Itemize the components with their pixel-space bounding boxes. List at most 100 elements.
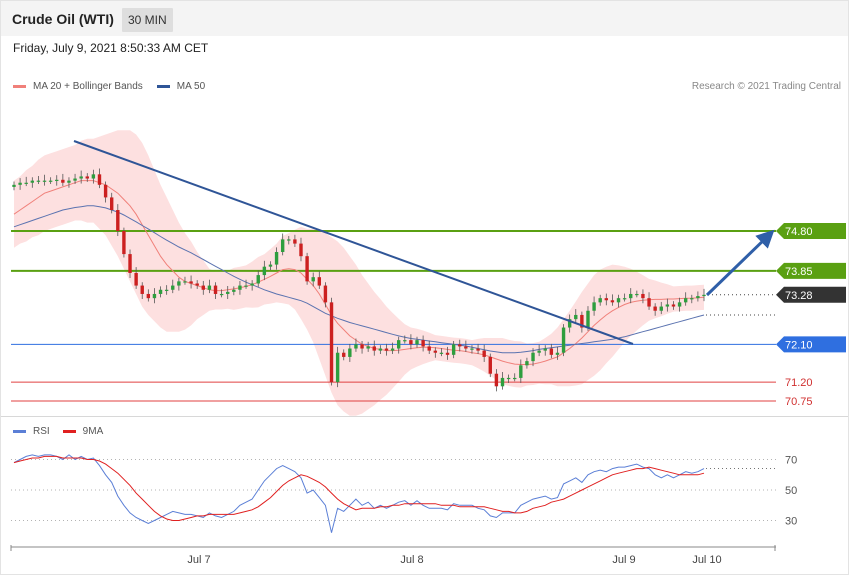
legend-rsi: RSI 9MA <box>13 426 103 437</box>
candle-body <box>232 289 236 292</box>
candle-body <box>464 346 468 349</box>
instrument-title: Crude Oil (WTI) <box>12 11 114 27</box>
candle-body <box>116 210 120 231</box>
candle-body <box>207 285 212 290</box>
candle-body <box>690 298 694 300</box>
target-arrow <box>705 229 775 297</box>
pane-separator <box>1 416 848 417</box>
candle-body <box>219 293 224 296</box>
candle-body <box>164 289 169 291</box>
candle-body <box>103 184 108 198</box>
candle-body <box>329 302 334 383</box>
candle-body <box>18 182 22 185</box>
rsi-tick-70: 70 <box>785 455 797 467</box>
ma20-legend-label: MA 20 + Bollinger Bands <box>33 81 143 92</box>
candle-body <box>24 182 28 184</box>
candle-body <box>641 293 645 299</box>
candle-body <box>525 361 529 366</box>
timeframe-badge[interactable]: 30 MIN <box>122 8 173 32</box>
candle-body <box>48 180 53 182</box>
candle-body <box>561 327 566 353</box>
candle-body <box>635 293 639 296</box>
candle-body <box>317 277 322 286</box>
candle-body <box>616 298 621 303</box>
candle-body <box>195 283 199 286</box>
candle-body <box>134 272 138 286</box>
candle-body <box>293 239 297 244</box>
candle-body <box>683 298 688 303</box>
ma50-legend-label: MA 50 <box>176 81 206 92</box>
candle-body <box>238 285 242 290</box>
x-tick-label: Jul 8 <box>400 554 423 566</box>
candle-body <box>415 340 419 345</box>
candle-body <box>42 180 47 182</box>
candle-body <box>384 348 389 351</box>
candle-body <box>366 346 370 349</box>
candle-body <box>586 310 590 328</box>
candle-body <box>183 281 187 283</box>
candle-body <box>67 180 71 183</box>
rsi-tick-30: 30 <box>785 516 797 528</box>
level-labels: 74.80 73.85 73.28 72.10 71.20 70.75 <box>776 223 846 408</box>
x-axis: Jul 7 Jul 8 Jul 9 Jul 10 <box>10 545 776 566</box>
candle-body <box>470 348 474 350</box>
candle-body <box>555 352 560 355</box>
candle-body <box>549 348 554 355</box>
candle-body <box>610 300 615 303</box>
research-credit: Research © 2021 Trading Central <box>691 81 841 92</box>
candle-body <box>592 302 596 311</box>
level-label-3: 72.10 <box>785 339 813 351</box>
candle-body <box>189 281 193 284</box>
candle-body <box>702 294 706 297</box>
candle-body <box>12 184 16 187</box>
ma20-swatch <box>13 85 26 88</box>
candle-body <box>109 197 114 211</box>
candle-body <box>323 285 328 303</box>
candle-body <box>342 352 346 357</box>
drawings <box>73 140 775 345</box>
candle-body <box>433 350 438 353</box>
levels <box>11 230 776 402</box>
ma20-line <box>13 180 705 365</box>
candle-body <box>250 283 254 286</box>
candle-body <box>537 350 541 353</box>
x-tick-label: Jul 10 <box>692 554 721 566</box>
candle-body <box>213 285 218 294</box>
candle-body <box>73 178 77 181</box>
candle-body <box>659 306 663 311</box>
level-label-5: 70.75 <box>785 396 813 408</box>
candle-body <box>622 298 627 300</box>
candle-body <box>427 346 431 351</box>
candle-body <box>403 340 407 342</box>
candle-body <box>201 285 205 290</box>
candle-body <box>140 285 144 294</box>
candle-body <box>30 180 35 183</box>
candle-body <box>354 344 358 349</box>
candle-body <box>445 352 450 355</box>
candle-body <box>604 298 609 301</box>
candle-body <box>348 348 352 357</box>
candle-body <box>280 239 285 252</box>
candle-body <box>378 348 383 351</box>
x-tick-label: Jul 9 <box>612 554 635 566</box>
candle-body <box>671 304 676 307</box>
candle-body <box>409 340 413 345</box>
rsi-pane: 30 50 70 <box>11 454 797 533</box>
level-label-4: 71.20 <box>785 377 813 389</box>
candle-body <box>91 174 96 179</box>
candle-body <box>458 344 462 347</box>
candle-body <box>696 296 700 299</box>
date-text: Friday, July 9, 2021 8:50:33 AM CET <box>13 41 209 55</box>
candle-body <box>629 293 633 299</box>
candle-body <box>79 176 83 179</box>
candle-body <box>372 346 376 351</box>
candle-body <box>226 291 230 294</box>
candle-body <box>36 180 41 182</box>
rsi-line <box>13 454 705 533</box>
candle-body <box>268 264 273 267</box>
rsi-legend-label: RSI <box>33 426 50 437</box>
rsi-ma-swatch <box>62 430 76 433</box>
candle-body <box>519 365 523 378</box>
x-tick-label: Jul 7 <box>187 554 210 566</box>
